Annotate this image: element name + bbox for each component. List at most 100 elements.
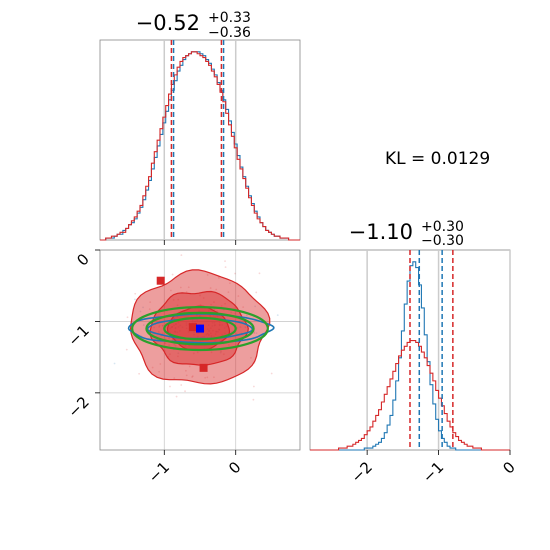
scatter-point [134, 292, 137, 295]
scatter-point [176, 355, 179, 358]
scatter-point [213, 324, 216, 327]
scatter-point [184, 390, 186, 393]
scatter-point [168, 337, 170, 340]
marker-2 [199, 363, 208, 372]
scatter-point [224, 266, 227, 269]
scatter-point [239, 326, 242, 328]
scatter-point [199, 304, 202, 306]
hist-param1-red [100, 51, 300, 241]
scatter-point [221, 324, 224, 326]
scatter-point [212, 315, 215, 318]
scatter-point [171, 326, 174, 328]
scatter-point [225, 325, 228, 328]
marker-3 [196, 324, 204, 333]
scatter-point [206, 332, 209, 335]
title-param1-main: −0.52 [136, 11, 200, 35]
scatter-point [210, 351, 213, 354]
scatter-point [209, 327, 212, 330]
scatter-point [176, 304, 179, 307]
scatter-point [192, 352, 195, 355]
scatter-point [197, 332, 200, 335]
scatter-point [174, 327, 177, 329]
scatter-point [134, 298, 136, 301]
scatter-point [242, 306, 245, 308]
scatter-point [178, 330, 181, 332]
scatter-point [206, 328, 209, 330]
marker-0 [156, 276, 165, 285]
scatter-point [210, 335, 213, 338]
scatter-point [170, 289, 172, 292]
scatter-point [219, 351, 222, 354]
title-param2-main: −1.10 [349, 220, 413, 244]
scatter-point [209, 332, 212, 335]
scatter-point [220, 350, 222, 353]
scatter-point [252, 398, 255, 401]
scatter-point [181, 326, 184, 329]
scatter-point [220, 305, 223, 307]
tick-label-2d-y-1: −1 [64, 322, 92, 350]
tick-label-right-x-1: −1 [419, 458, 447, 486]
hist-param1-blue [100, 51, 300, 241]
scatter-point [180, 384, 183, 386]
scatter-point [113, 362, 116, 365]
scatter-point [209, 287, 212, 289]
scatter-point [191, 376, 194, 378]
scatter-point [199, 294, 201, 297]
scatter-point [321, 316, 323, 318]
scatter-point [126, 316, 129, 319]
scatter-point [177, 352, 180, 355]
scatter-point [213, 376, 215, 379]
scatter-point [151, 366, 154, 369]
scatter-point [187, 331, 190, 333]
kl-annotation: KL = 0.0129 [385, 149, 490, 169]
scatter-point [173, 317, 176, 320]
scatter-point [208, 314, 211, 317]
scatter-point [222, 353, 225, 356]
scatter-point [217, 330, 219, 333]
scatter-point [198, 309, 200, 312]
scatter-point [214, 316, 217, 319]
scatter-point [258, 272, 261, 275]
marker-1 [188, 323, 197, 332]
panel-2d-contour [99, 235, 323, 451]
scatter-point [149, 301, 152, 303]
scatter-point [184, 369, 187, 372]
scatter-point [185, 291, 188, 293]
scatter-point [174, 331, 177, 333]
scatter-point [159, 363, 162, 365]
scatter-point [174, 344, 177, 347]
scatter-point [142, 306, 144, 309]
scatter-point [170, 326, 173, 329]
scatter-point [211, 325, 214, 327]
scatter-point [215, 330, 218, 333]
scatter-point [196, 335, 199, 338]
scatter-point [200, 336, 202, 338]
scatter-point [214, 324, 216, 326]
scatter-point [171, 273, 174, 276]
scatter-point [175, 395, 178, 398]
scatter-point [212, 329, 214, 332]
title-param2-plus: +0.30 [421, 219, 464, 235]
scatter-point [204, 376, 207, 379]
scatter-point [201, 335, 204, 338]
scatter-point [194, 320, 196, 323]
scatter-point [208, 329, 211, 332]
scatter-point [173, 343, 176, 346]
scatter-point [185, 374, 188, 377]
scatter-point [228, 343, 230, 346]
scatter-point [203, 335, 206, 338]
scatter-point [164, 342, 167, 344]
ellipse-green-1 [145, 311, 255, 346]
scatter-point [153, 326, 155, 329]
scatter-point [206, 235, 208, 237]
scatter-point [211, 321, 214, 324]
scatter-point [177, 325, 180, 328]
scatter-point [244, 326, 247, 329]
ellipse-green-0 [131, 306, 269, 352]
title-param1-plus: +0.33 [208, 10, 251, 26]
scatter-point [179, 324, 182, 327]
scatter-point [157, 330, 160, 333]
scatter-point [205, 333, 208, 336]
scatter-point [161, 324, 164, 327]
scatter-point [213, 301, 215, 303]
